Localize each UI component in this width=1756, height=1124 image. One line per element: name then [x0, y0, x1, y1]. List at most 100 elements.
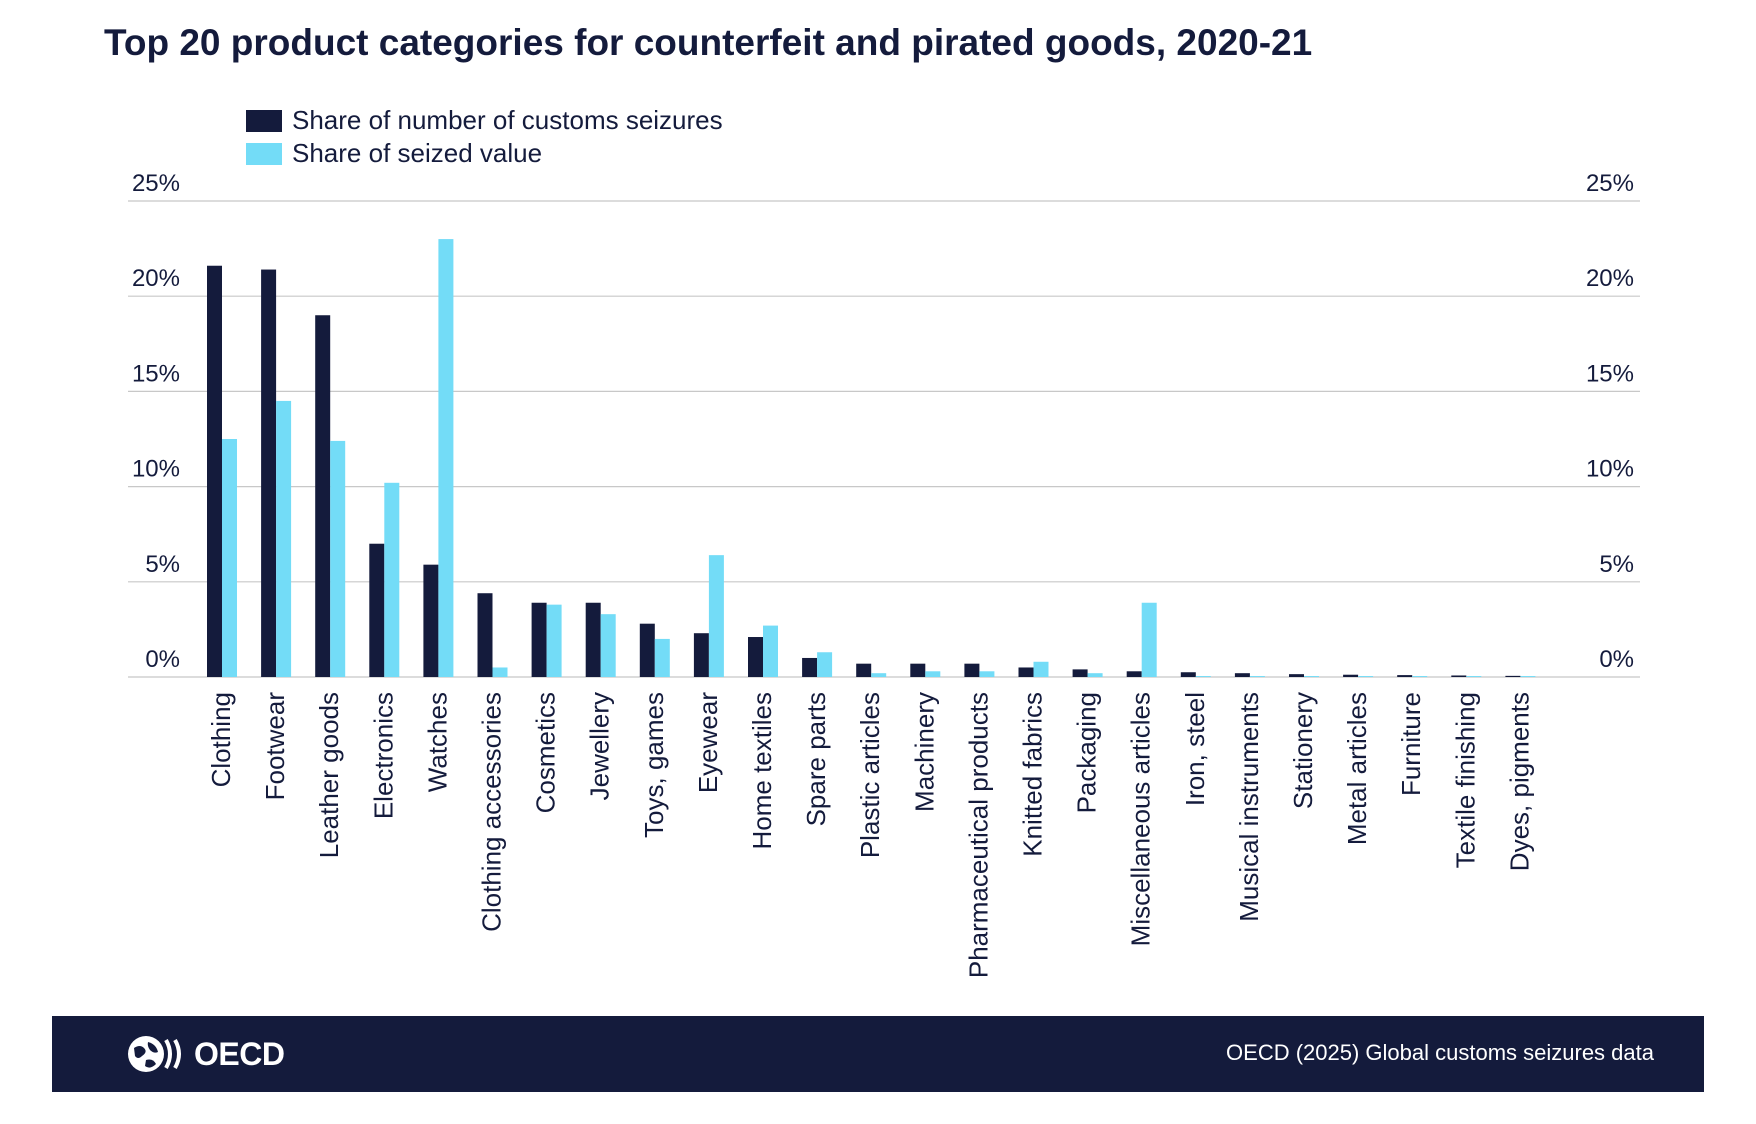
y-tick-label-left: 10% — [132, 456, 180, 483]
bar-seizures — [423, 564, 439, 677]
bar-chart: 0% 0% 5% 5% 10% 10% 15% 15% 20% 20% 25% 25% Clothing… — [128, 170, 1640, 978]
bar-seizures — [1180, 672, 1196, 677]
y-tick-label-right: 5% — [1599, 551, 1634, 578]
y-tick-label-right: 0% — [1599, 646, 1634, 673]
bar-value — [1195, 676, 1211, 677]
bar-value — [438, 239, 454, 677]
bar-seizures — [1072, 669, 1088, 677]
x-tick-label: Clothing — [206, 692, 236, 787]
x-tick-label: Cosmetics — [531, 692, 561, 813]
x-tick-label: Machinery — [909, 692, 939, 812]
x-tick-label: Footwear — [260, 692, 290, 801]
legend-label-value: Share of seized value — [292, 138, 543, 168]
bar-seizures — [639, 623, 655, 677]
bar-value — [925, 671, 941, 677]
bar-seizures — [802, 657, 818, 677]
y-tick-label-left: 25% — [132, 170, 180, 197]
oecd-logo: OECD — [126, 1034, 285, 1074]
bar-seizures — [207, 265, 222, 677]
legend-label-seizures: Share of number of customs seizures — [292, 105, 723, 135]
x-tick-label: Stationery — [1288, 692, 1318, 809]
bar-seizures — [856, 663, 872, 677]
bar-value — [708, 555, 724, 677]
chart-title: Top 20 product categories for counterfei… — [104, 22, 1313, 63]
bar-seizures — [261, 269, 277, 677]
x-tick-label: Iron, steel — [1180, 692, 1210, 806]
x-tick-label: Knitted fabrics — [1018, 692, 1048, 857]
legend: Share of number of customs seizures Shar… — [246, 104, 723, 170]
footer-bar: OECD OECD (2025) Global customs seizures… — [52, 1016, 1704, 1092]
bar-seizures — [1451, 675, 1467, 677]
x-tick-label: Plastic articles — [855, 692, 885, 858]
y-tick-label-right: 20% — [1586, 265, 1634, 292]
legend-swatch-seizures — [246, 109, 282, 132]
y-tick-label-left: 5% — [145, 551, 180, 578]
bar-seizures — [1126, 671, 1142, 677]
x-tick-label: Textile finishing — [1450, 692, 1480, 868]
bar-seizures — [964, 663, 980, 677]
y-tick-label-right: 10% — [1586, 456, 1634, 483]
x-tick-label: Musical instruments — [1234, 692, 1264, 922]
y-tick-label-left: 0% — [145, 646, 180, 673]
bar-seizures — [1018, 667, 1034, 677]
bar-value — [222, 439, 237, 677]
bar-value — [871, 673, 887, 677]
x-tick-label: Leather goods — [314, 692, 344, 858]
bar-seizures — [369, 543, 385, 677]
bar-value — [1141, 602, 1157, 677]
bar-value — [1520, 676, 1536, 677]
bar-value — [492, 667, 508, 677]
bar-seizures — [315, 315, 331, 677]
x-tick-label: Miscellaneous articles — [1126, 692, 1156, 946]
x-tick-label: Eyewear — [693, 692, 723, 793]
x-tick-label: Home textiles — [747, 692, 777, 850]
bar-value — [384, 482, 400, 677]
bar-value — [1466, 676, 1482, 677]
y-tick-label-left: 15% — [132, 360, 180, 387]
bar-seizures — [585, 602, 601, 677]
bar-seizures — [748, 637, 763, 677]
bar-seizures — [693, 633, 709, 677]
x-tick-label: Metal articles — [1342, 692, 1372, 845]
legend-item-value: Share of seized value — [246, 137, 723, 170]
oecd-globe-icon — [128, 1036, 181, 1072]
bar-value — [763, 625, 778, 677]
bar-seizures — [531, 602, 547, 677]
oecd-wordmark: OECD — [194, 1035, 285, 1072]
x-tick-label: Toys, games — [639, 692, 669, 838]
bar-value — [330, 440, 346, 677]
y-tick-label-left: 20% — [132, 265, 180, 292]
x-tick-label: Furniture — [1396, 692, 1426, 796]
bar-seizures — [1234, 673, 1250, 677]
bar-value — [979, 671, 995, 677]
bar-value — [1033, 661, 1049, 677]
x-tick-label: Pharmaceutical products — [963, 692, 993, 978]
bar-seizures — [1289, 674, 1304, 677]
bar-value — [654, 638, 670, 677]
legend-item-seizures: Share of number of customs seizures — [246, 104, 723, 137]
bar-value — [546, 604, 562, 677]
bar-value — [276, 400, 292, 677]
bar-value — [817, 652, 833, 677]
x-tick-label: Packaging — [1072, 692, 1102, 813]
x-tick-label: Electronics — [368, 692, 398, 819]
bar-seizures — [1505, 675, 1521, 677]
legend-swatch-value — [246, 142, 282, 165]
bar-value — [1249, 676, 1265, 677]
x-tick-label: Watches — [422, 692, 452, 792]
bar-value — [1412, 676, 1428, 677]
bar-value — [600, 614, 616, 677]
bar-value — [1304, 676, 1319, 677]
y-tick-label-right: 15% — [1586, 360, 1634, 387]
x-tick-label: Spare parts — [801, 692, 831, 826]
bar-value — [1087, 673, 1103, 677]
bar-seizures — [910, 663, 926, 677]
bar-value — [1358, 676, 1374, 677]
x-tick-label: Dyes, pigments — [1504, 692, 1534, 871]
y-tick-label-right: 25% — [1586, 170, 1634, 197]
source-note: OECD (2025) Global customs seizures data — [1226, 1040, 1654, 1065]
x-tick-label: Clothing accessories — [477, 692, 507, 932]
x-tick-label: Jewellery — [585, 692, 615, 800]
bar-seizures — [477, 593, 493, 677]
bar-seizures — [1397, 675, 1413, 677]
